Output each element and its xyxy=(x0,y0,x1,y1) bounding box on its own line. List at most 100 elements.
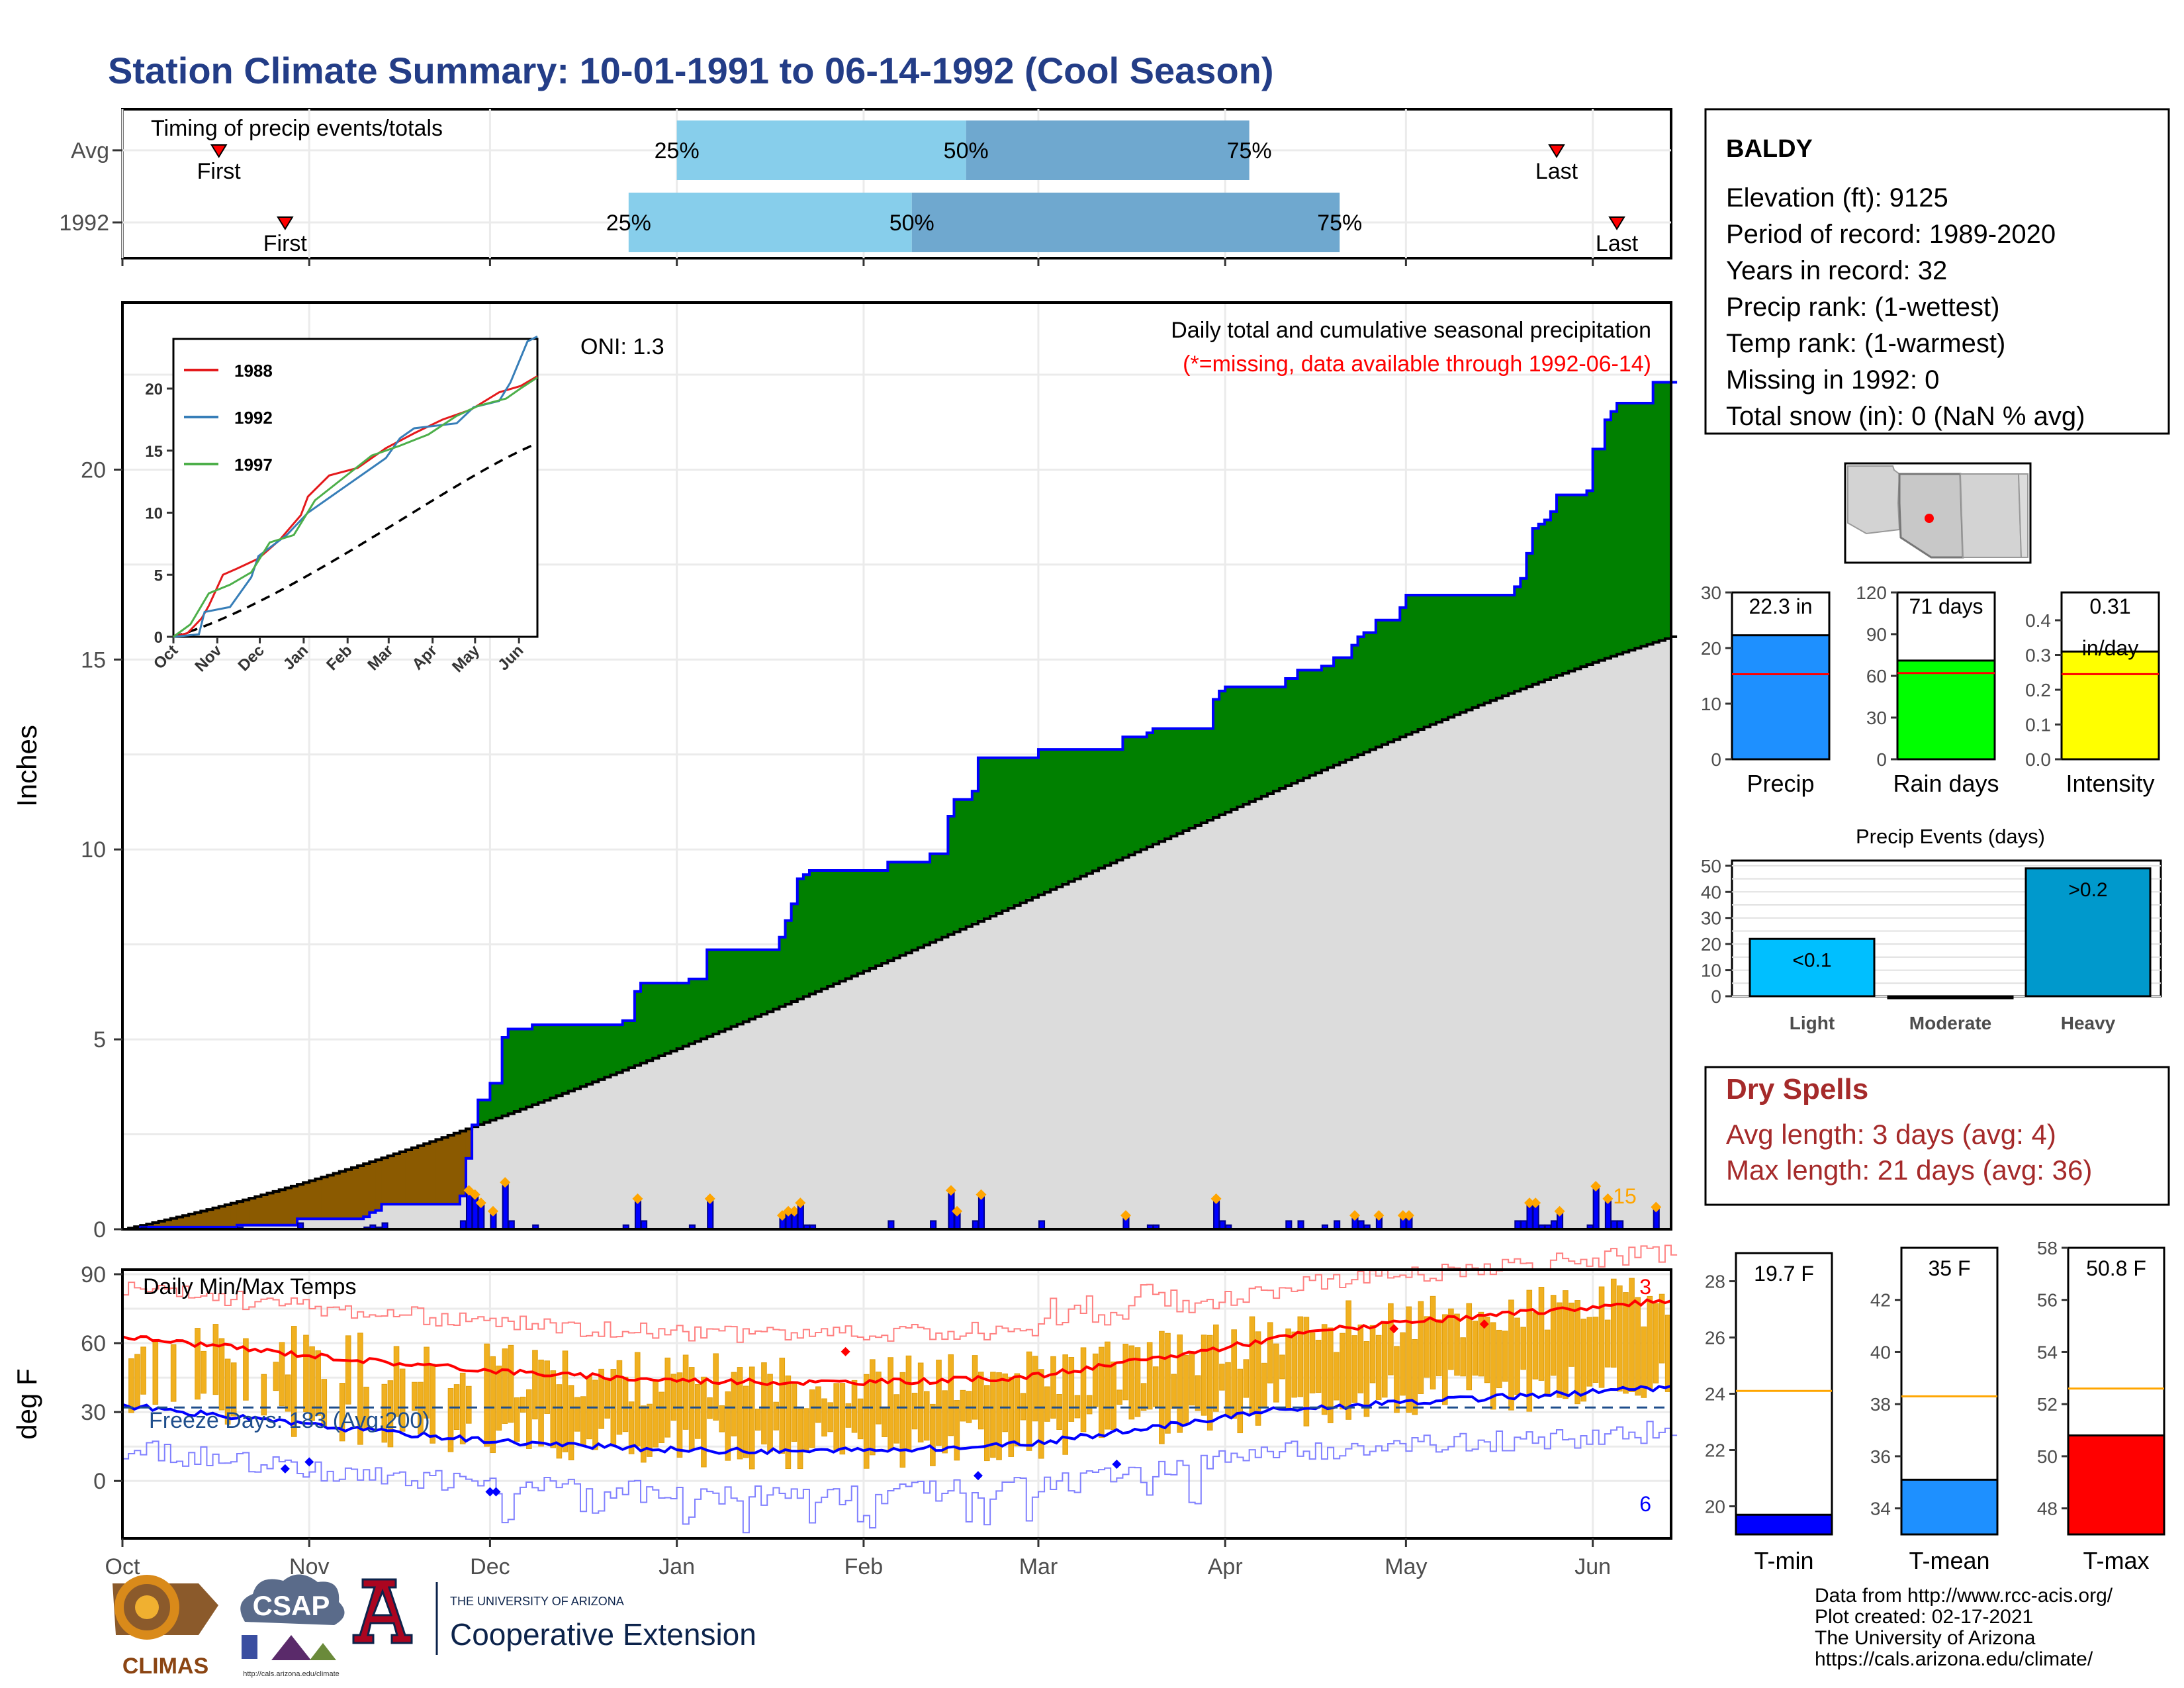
daily-temp-range-bar xyxy=(1424,1316,1430,1378)
daily-temp-range-bar xyxy=(972,1355,978,1420)
precip-ytick-label: 10 xyxy=(81,837,106,863)
daily-temp-range-bar xyxy=(917,1362,924,1443)
daily-temp-range-bar xyxy=(309,1346,315,1421)
below-normal-area xyxy=(357,1164,364,1219)
daily-precip-marker xyxy=(1403,1210,1414,1221)
temp-bar-t-mean xyxy=(1900,1478,1999,1536)
daily-temp-range-bar xyxy=(1086,1395,1093,1415)
above-normal-area xyxy=(791,904,798,1001)
daily-temp-range-bar xyxy=(1563,1290,1569,1399)
above-normal-area xyxy=(1279,686,1286,788)
daily-precip-bar xyxy=(472,1195,479,1231)
events-bar-light xyxy=(1749,937,1876,998)
temp-bar-tick-label: 20 xyxy=(1705,1497,1725,1517)
below-normal-area xyxy=(249,1197,255,1225)
daily-temp-range-bar xyxy=(1430,1295,1436,1389)
daily-temp-range-bar xyxy=(285,1374,291,1412)
last-event-marker xyxy=(1548,144,1565,158)
above-normal-area xyxy=(1285,679,1292,785)
daily-temp-range-bar xyxy=(1231,1329,1237,1419)
above-normal-area xyxy=(984,757,991,917)
month-label: Jan xyxy=(659,1554,695,1579)
daily-temp-range-bar xyxy=(532,1350,538,1420)
below-normal-area xyxy=(279,1188,286,1225)
above-normal-area xyxy=(833,870,841,983)
above-normal-area xyxy=(1430,594,1437,724)
daily-temp-range-bar xyxy=(1557,1302,1563,1398)
above-normal-area xyxy=(1664,382,1672,638)
daily-temp-range-bar xyxy=(1400,1332,1406,1396)
above-normal-area xyxy=(767,949,774,1011)
daily-temp-range-bar xyxy=(1544,1329,1551,1397)
daily-temp-range-bar xyxy=(544,1360,550,1414)
station-name: BALDY xyxy=(1726,135,1813,163)
above-normal-area xyxy=(1002,757,1009,910)
daily-temp-range-bar xyxy=(664,1357,671,1438)
above-normal-area xyxy=(1502,594,1509,695)
summary-bar-tick-label: 30 xyxy=(1701,583,1721,603)
above-normal-area xyxy=(1159,728,1165,841)
daily-temp-range-bar xyxy=(725,1391,731,1461)
above-normal-area xyxy=(1074,749,1081,878)
above-normal-area xyxy=(647,983,653,1060)
daily-temp-range-bar xyxy=(1388,1303,1394,1376)
climas-logo: CLIMAS xyxy=(113,1575,218,1679)
above-normal-area xyxy=(1418,594,1425,729)
above-normal-area xyxy=(905,862,913,952)
daily-temp-range-bar xyxy=(827,1402,833,1432)
above-normal-area xyxy=(1442,594,1449,719)
above-normal-area xyxy=(966,799,973,925)
events-ytick-label: 50 xyxy=(1701,856,1721,876)
daily-temp-range-bar xyxy=(1315,1339,1322,1393)
above-normal-area xyxy=(1044,749,1051,891)
above-normal-area xyxy=(773,949,780,1008)
inset-ytick-label: 20 xyxy=(145,381,163,399)
daily-temp-range-bar xyxy=(1454,1313,1460,1376)
timing-label: Timing of precip events/totals xyxy=(151,116,443,141)
daily-temp-range-bar xyxy=(876,1372,882,1425)
above-normal-area xyxy=(1454,594,1461,714)
timing-pct-50: 50% xyxy=(889,211,934,236)
daily-precip-bar xyxy=(1213,1199,1220,1230)
daily-precip-marker xyxy=(1651,1201,1662,1213)
daily-precip-marker xyxy=(487,1205,498,1217)
daily-temp-range-bar xyxy=(882,1406,887,1437)
daily-temp-range-bar xyxy=(1273,1343,1279,1403)
above-normal-area xyxy=(1586,491,1594,664)
daily-precip-marker xyxy=(1524,1197,1535,1209)
above-normal-area xyxy=(948,816,955,933)
above-normal-area xyxy=(1424,594,1431,726)
daily-temp-range-bar xyxy=(128,1358,134,1413)
daily-temp-range-bar xyxy=(1261,1362,1267,1407)
summary-bar-tick-label: 30 xyxy=(1866,708,1887,728)
above-normal-area xyxy=(1598,449,1606,660)
events-ytick-label: 20 xyxy=(1701,934,1721,955)
daily-temp-range-bar xyxy=(502,1348,508,1424)
above-normal-area xyxy=(556,1025,563,1095)
above-normal-area xyxy=(1563,494,1569,673)
above-normal-area xyxy=(845,870,852,978)
daily-temp-range-bar xyxy=(1249,1316,1255,1415)
station-info-line: Period of record: 1989-2020 xyxy=(1726,220,2056,249)
above-normal-area xyxy=(1508,594,1515,692)
temp-bar-tick-label: 40 xyxy=(1870,1342,1891,1362)
daily-temp-range-bar xyxy=(1532,1312,1539,1380)
above-normal-area xyxy=(1261,686,1268,795)
summary-bar-intensity xyxy=(2060,650,2160,761)
daily-temp-range-bar xyxy=(863,1374,870,1469)
below-normal-area xyxy=(430,1140,437,1205)
daily-temp-range-bar xyxy=(273,1362,279,1391)
above-normal-area xyxy=(1604,420,1612,657)
daily-temp-range-bar xyxy=(218,1338,225,1411)
precip-panel: 0 5 10 15 20 Inches ONI: 1.3 Daily total and… xyxy=(11,301,1678,1243)
above-normal-area xyxy=(972,791,979,923)
above-normal-area xyxy=(688,978,696,1043)
above-normal-area xyxy=(568,1025,575,1090)
daily-temp-range-bar xyxy=(1099,1346,1105,1438)
temp-bar-tick-label: 42 xyxy=(1870,1290,1891,1311)
daily-temp-range-bar xyxy=(508,1344,514,1423)
daily-temp-range-bar xyxy=(1334,1352,1340,1401)
daily-temp-range-bar xyxy=(634,1352,641,1447)
daily-temp-range-bar xyxy=(412,1382,418,1411)
events-category-label: Heavy xyxy=(2061,1013,2116,1033)
